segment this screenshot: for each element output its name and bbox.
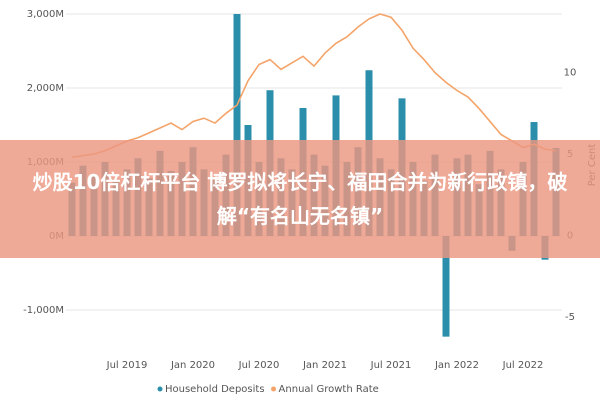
headline-banner: 炒股10倍杠杆平台 博罗拟将长宁、福田合并为新行政镇，破解“有名山无名镇” <box>0 140 600 258</box>
bar <box>233 14 241 236</box>
y-tick-label: 3,000M <box>27 9 64 20</box>
x-tick-label: Jan 2020 <box>170 360 215 371</box>
y2-tick-label: -5 <box>565 312 575 323</box>
x-tick-label: Jul 2020 <box>238 360 280 371</box>
x-tick-label: Jul 2021 <box>370 360 412 371</box>
y2-tick-label: 10 <box>564 68 577 79</box>
x-tick-label: Jan 2021 <box>302 360 347 371</box>
legend-label: Household Deposits <box>165 384 265 395</box>
line <box>71 13 557 159</box>
y-tick-label: -1,000M <box>23 305 64 316</box>
y-tick-label: 2,000M <box>27 83 64 94</box>
headline: 炒股10倍杠杆平台 博罗拟将长宁、福田合并为新行政镇，破解“有名山无名镇” <box>32 170 568 228</box>
x-tick-label: Jul 2022 <box>502 360 544 371</box>
bar <box>442 236 450 337</box>
legend-marker <box>157 386 163 392</box>
x-tick-label: Jan 2022 <box>434 360 479 371</box>
legend-marker <box>271 386 277 392</box>
x-tick-label: Jul 2019 <box>106 360 148 371</box>
legend-label: Annual Growth Rate <box>279 384 379 395</box>
